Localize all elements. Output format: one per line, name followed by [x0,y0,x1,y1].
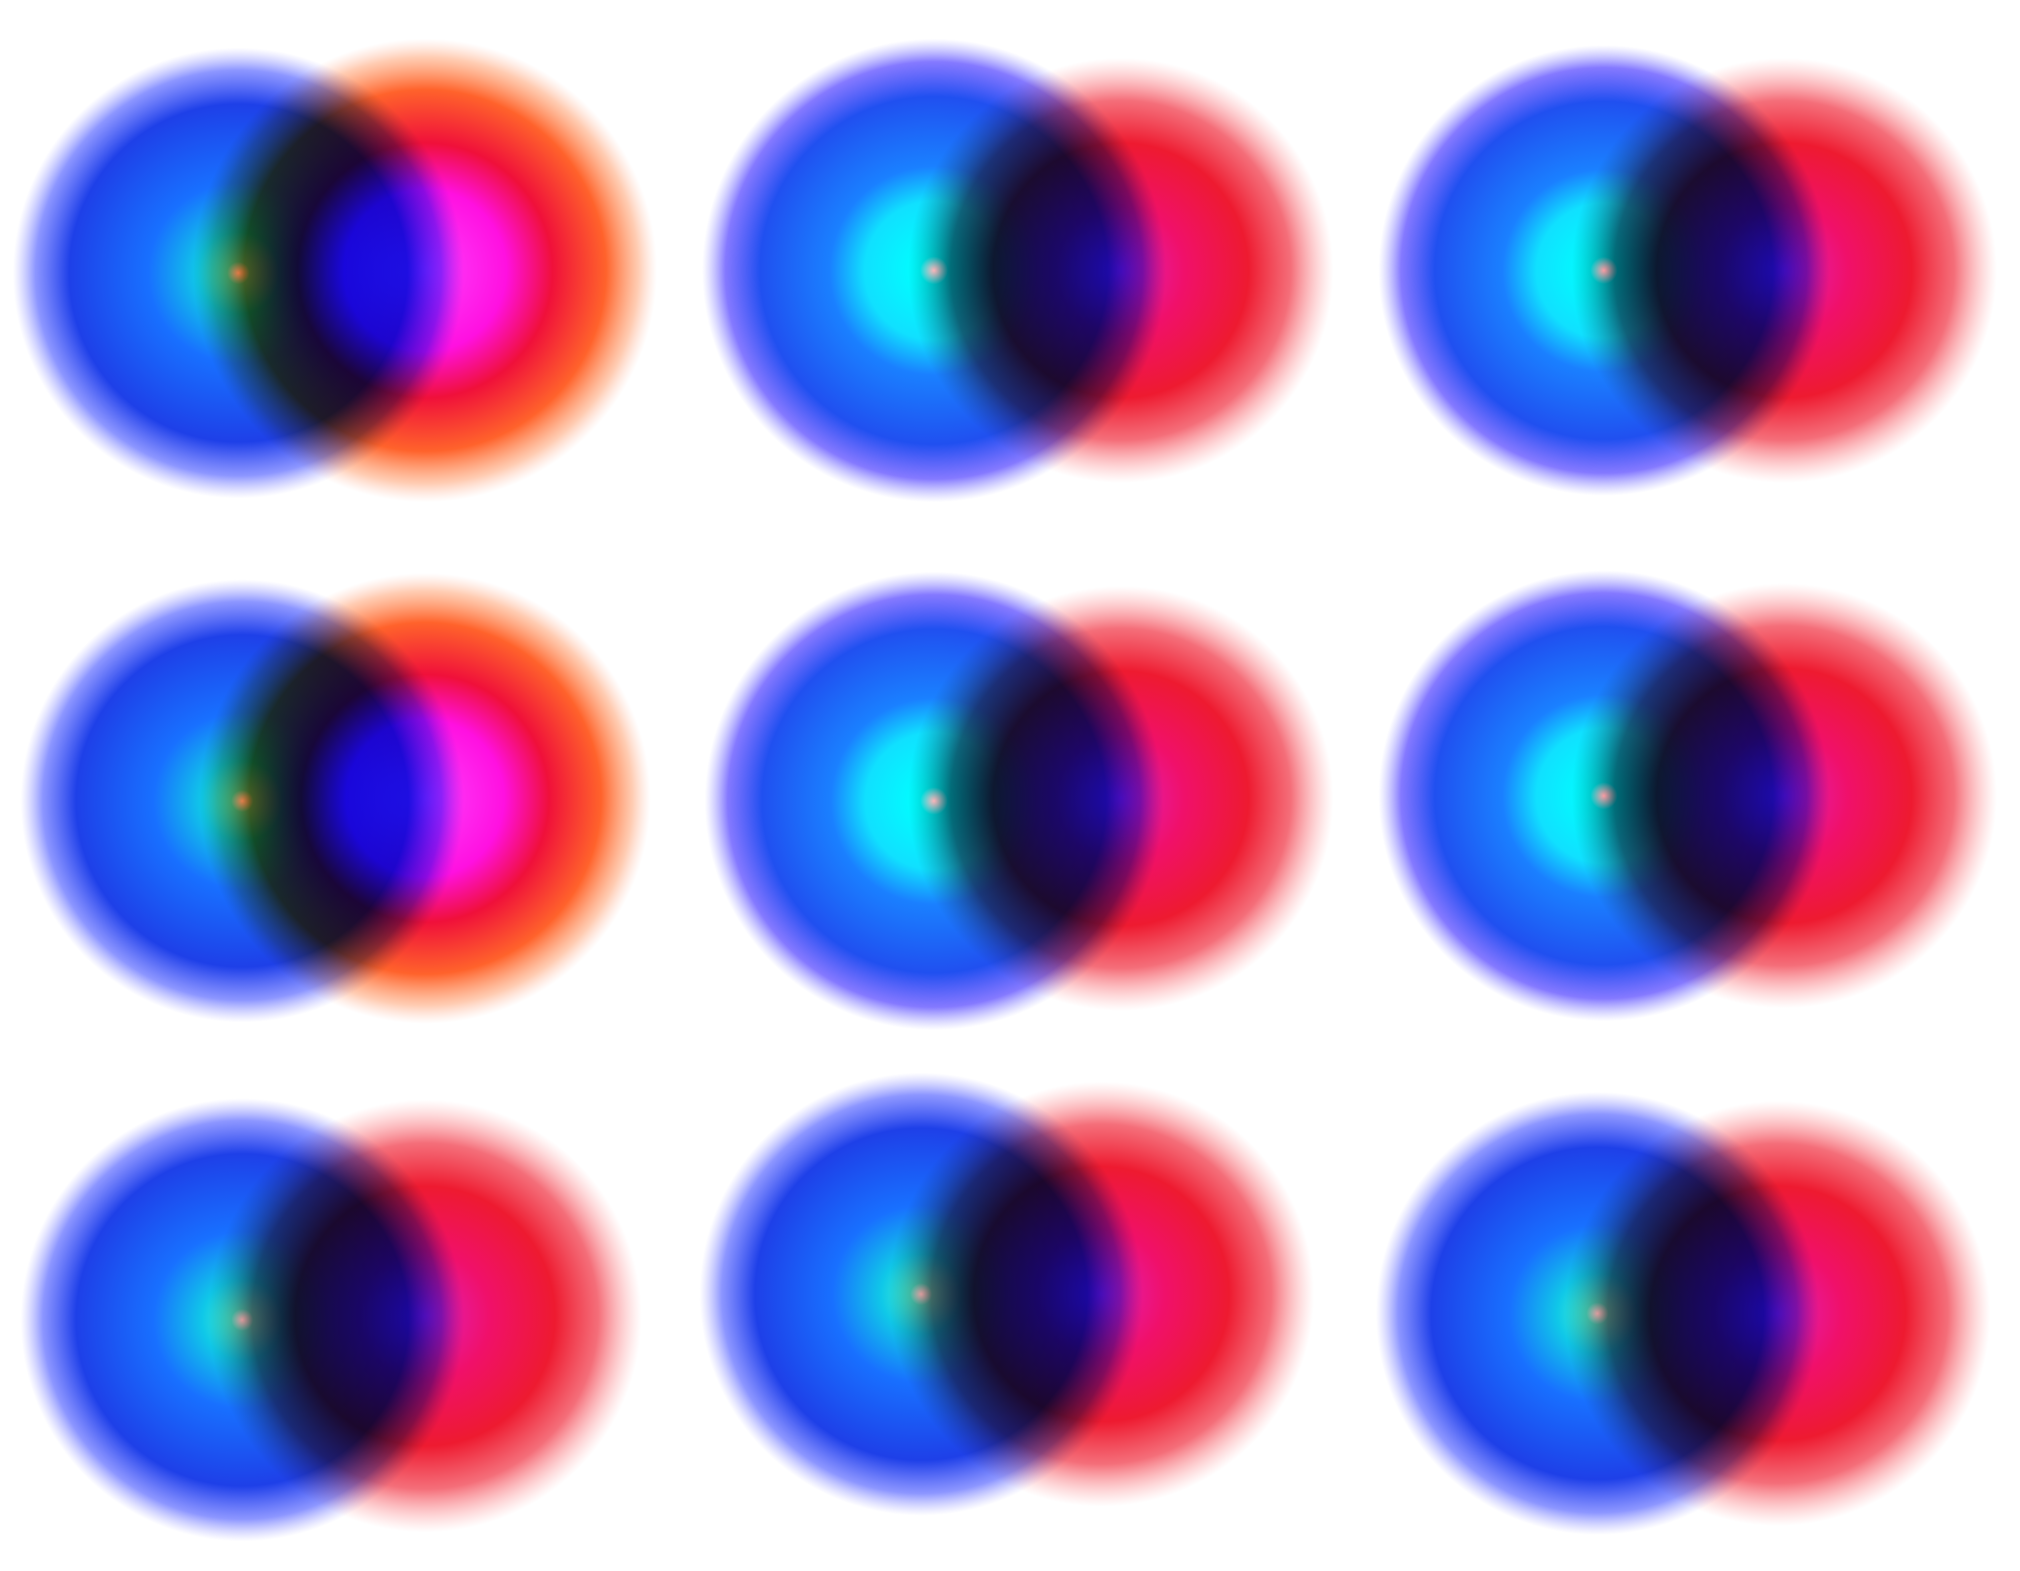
blue-blob [12,47,464,499]
blue-blob [704,571,1164,1031]
blue-blob [20,1098,464,1542]
blue-blob [702,38,1166,503]
blue-blob [1378,570,1830,1022]
blue-blob [1378,45,1830,496]
blue-blob [1375,1091,1820,1535]
blue-blob [20,579,464,1023]
blue-blob [699,1072,1143,1516]
